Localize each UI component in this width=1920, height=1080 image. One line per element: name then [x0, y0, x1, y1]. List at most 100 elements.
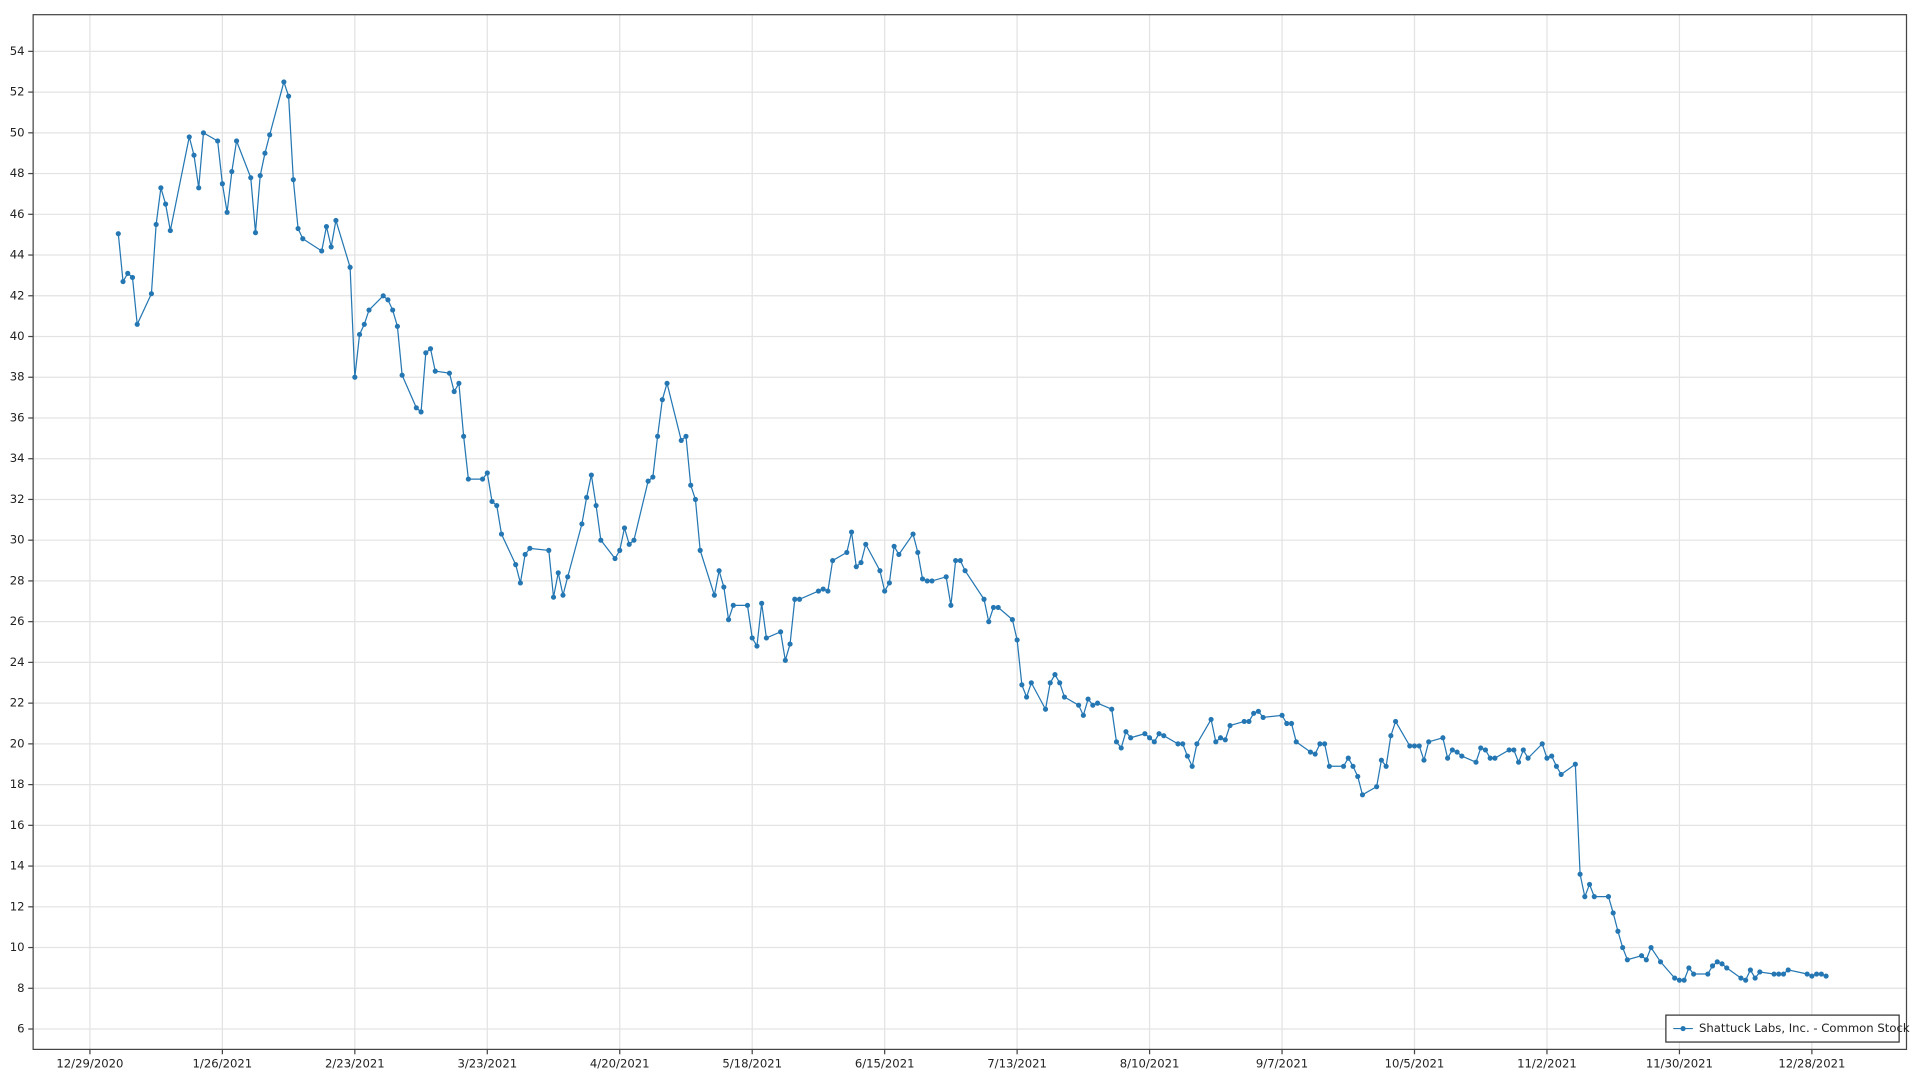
data-point [749, 635, 755, 641]
data-point [456, 380, 462, 386]
data-point [1028, 680, 1034, 686]
data-point [1591, 894, 1597, 900]
data-point [248, 175, 254, 181]
data-point [1553, 763, 1560, 769]
data-point [517, 580, 523, 586]
data-point [229, 168, 235, 175]
data-point [759, 600, 765, 606]
legend-marker [1680, 1026, 1686, 1032]
data-point [1586, 881, 1593, 887]
data-point [1128, 735, 1134, 741]
data-point [1260, 714, 1266, 720]
data-point [1019, 682, 1025, 688]
data-point [598, 537, 604, 543]
legend-box [1665, 1014, 1900, 1043]
data-point [1374, 784, 1380, 790]
data-point [1724, 965, 1730, 971]
data-point [948, 602, 954, 608]
data-point [295, 225, 301, 232]
grid [33, 14, 1907, 1050]
data-point [924, 578, 930, 584]
data-point [390, 307, 396, 313]
data-point [1473, 759, 1479, 765]
x-tick-label: 10/5/2021 [1385, 1057, 1445, 1071]
data-point [711, 592, 717, 598]
data-point [1605, 894, 1612, 900]
data-point [778, 629, 784, 635]
data-point [513, 562, 519, 568]
data-point [290, 177, 296, 183]
data-point [300, 236, 306, 242]
data-point [725, 617, 732, 623]
data-point [494, 502, 500, 509]
data-point [1307, 749, 1314, 755]
data-point [815, 588, 822, 594]
data-point [115, 231, 121, 237]
y-tick-label: 18 [10, 777, 25, 791]
data-point [825, 588, 831, 594]
data-point [882, 588, 888, 594]
data-point [1142, 731, 1148, 737]
data-point [446, 370, 453, 376]
data-point [286, 93, 292, 99]
data-point [1184, 753, 1191, 759]
data-point [919, 576, 926, 582]
data-point [957, 557, 963, 564]
data-point [1454, 749, 1460, 755]
data-point [1421, 757, 1427, 763]
data-point [451, 388, 457, 395]
data-point [323, 223, 330, 230]
data-point [1549, 753, 1555, 759]
data-point [1151, 739, 1157, 745]
y-tick-label: 20 [10, 736, 25, 750]
data-point [125, 270, 131, 276]
data-point [129, 274, 136, 281]
data-point [550, 594, 557, 600]
data-point [1208, 716, 1214, 722]
y-tick-label: 24 [10, 655, 25, 669]
data-point [267, 132, 273, 138]
data-point [1052, 672, 1058, 678]
data-point [830, 557, 836, 564]
data-point [1118, 745, 1124, 751]
data-point [1378, 757, 1384, 763]
y-tick-label: 46 [10, 207, 25, 221]
x-tick-label: 1/26/2021 [193, 1057, 253, 1071]
y-tick-label: 40 [10, 329, 25, 343]
data-point [588, 472, 594, 478]
data-point [1024, 694, 1030, 700]
y-tick-label: 34 [10, 451, 25, 465]
data-point [489, 498, 495, 505]
data-point [1672, 975, 1678, 981]
data-point [787, 641, 793, 647]
y-tick-label: 44 [10, 248, 25, 262]
y-tick-label: 26 [10, 614, 25, 628]
data-point [995, 604, 1001, 610]
data-point [1818, 971, 1824, 977]
y-tick-label: 38 [10, 370, 25, 384]
data-point [1776, 971, 1782, 977]
data-point [655, 433, 661, 439]
data-point [1180, 741, 1186, 747]
data-point [1714, 959, 1720, 965]
data-point [792, 596, 798, 602]
data-point [1042, 706, 1049, 712]
x-tick-label: 2/23/2021 [325, 1057, 385, 1071]
data-point [1747, 967, 1753, 973]
data-point [1511, 747, 1517, 753]
data-point [1113, 739, 1120, 745]
data-point [1416, 743, 1422, 749]
data-point [929, 578, 935, 584]
data-point [621, 525, 628, 531]
data-point [1544, 755, 1550, 761]
data-point [1780, 971, 1787, 977]
data-point [1279, 712, 1285, 718]
data-point [1426, 739, 1432, 745]
data-point [1582, 894, 1588, 900]
data-point [782, 657, 788, 663]
data-point [1657, 959, 1664, 965]
data-point [1355, 773, 1361, 780]
data-point [1681, 977, 1687, 983]
data-point [1076, 702, 1082, 708]
data-point [191, 152, 197, 158]
